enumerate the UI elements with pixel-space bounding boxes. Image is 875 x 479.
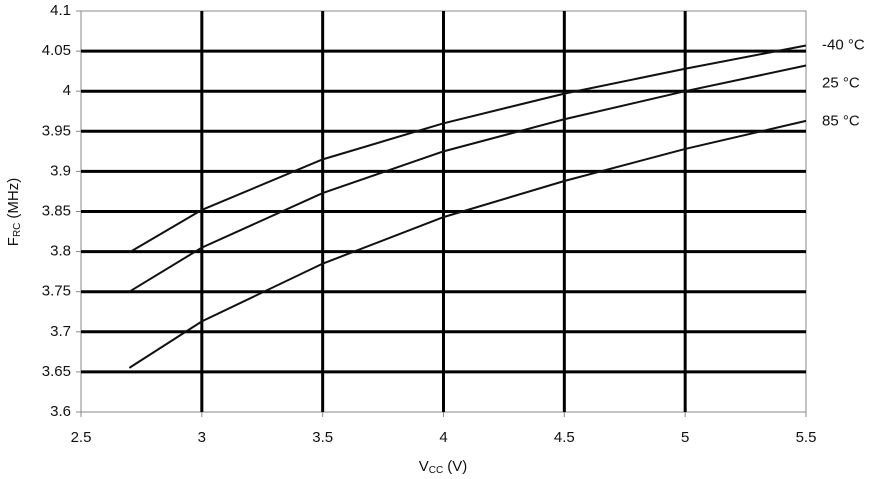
x-tick-label: 4.5 [554, 429, 575, 446]
y-tick-label: 4.1 [50, 2, 71, 19]
series-label: 25 °C [822, 74, 860, 91]
x-tick-label: 5.5 [796, 429, 817, 446]
x-tick-label: 3 [198, 429, 206, 446]
series-label: -40 °C [822, 36, 865, 53]
y-tick-label: 3.65 [42, 363, 71, 380]
y-tick-label: 3.95 [42, 122, 71, 139]
x-axis-title: VCC (V) [419, 458, 467, 476]
y-tick-label: 4 [63, 82, 71, 99]
series-line [128, 44, 807, 254]
y-tick-label: 3.7 [50, 323, 71, 340]
y-tick-label: 3.6 [50, 403, 71, 420]
series-line [128, 119, 807, 369]
y-tick-label: 3.75 [42, 283, 71, 300]
y-tick-label: 3.85 [42, 202, 71, 219]
y-tick-label: 3.8 [50, 243, 71, 260]
x-tick-label: 2.5 [71, 429, 92, 446]
y-axis-title: FRC(MHz) [5, 178, 23, 246]
series-label: 85 °C [822, 112, 860, 129]
x-tick-label: 3.5 [312, 429, 333, 446]
y-tick-label: 4.05 [42, 42, 71, 59]
series-line [128, 64, 807, 293]
x-tick-label: 4 [439, 429, 447, 446]
x-tick-label: 5 [681, 429, 689, 446]
y-tick-label: 3.9 [50, 162, 71, 179]
